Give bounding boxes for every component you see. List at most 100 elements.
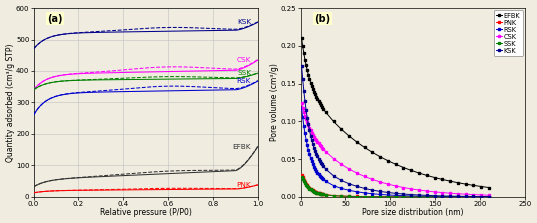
KSK <box>478 195 484 198</box>
SSK <box>400 196 407 198</box>
CSK <box>314 140 321 143</box>
RSK <box>346 189 352 192</box>
KSK <box>393 192 399 195</box>
SSK <box>393 196 399 198</box>
RSK <box>301 125 307 127</box>
Text: (b): (b) <box>314 14 330 24</box>
EFBK <box>346 135 352 137</box>
EFBK <box>307 81 314 84</box>
Legend: EFBK, PNK, RSK, CSK, SSK, KSK: EFBK, PNK, RSK, CSK, SSK, KSK <box>494 10 523 56</box>
Line: EFBK: EFBK <box>300 37 490 189</box>
EFBK <box>384 159 391 162</box>
RSK <box>486 196 492 198</box>
KSK <box>486 195 492 198</box>
KSK <box>299 64 305 67</box>
KSK <box>320 165 326 167</box>
PNK <box>455 196 461 198</box>
KSK <box>311 147 317 149</box>
EFBK <box>377 155 383 158</box>
Text: (a): (a) <box>47 14 63 24</box>
KSK <box>304 116 310 119</box>
SSK <box>306 187 313 190</box>
EFBK <box>431 176 438 179</box>
EFBK <box>462 183 469 186</box>
RSK <box>400 194 407 197</box>
SSK <box>302 182 308 184</box>
KSK <box>400 193 407 195</box>
EFBK <box>301 52 307 55</box>
SSK <box>384 195 391 198</box>
RSK <box>300 116 306 119</box>
CSK <box>303 118 309 121</box>
X-axis label: Relative pressure (P/P0): Relative pressure (P/P0) <box>100 209 192 217</box>
EFBK <box>300 45 306 47</box>
RSK <box>304 144 310 147</box>
PNK <box>330 194 337 197</box>
SSK <box>317 193 324 195</box>
Text: SSK: SSK <box>237 70 251 76</box>
EFBK <box>310 88 316 90</box>
SSK <box>307 188 314 191</box>
EFBK <box>311 91 317 93</box>
RSK <box>361 192 368 194</box>
EFBK <box>439 178 446 181</box>
PNK <box>307 187 314 190</box>
SSK <box>311 190 317 193</box>
PNK <box>303 182 309 185</box>
CSK <box>478 194 484 196</box>
KSK <box>314 155 321 158</box>
KSK <box>447 195 453 197</box>
KSK <box>424 194 430 197</box>
CSK <box>305 124 311 127</box>
PNK <box>384 195 391 198</box>
RSK <box>384 194 391 196</box>
CSK <box>431 190 438 193</box>
SSK <box>310 190 316 192</box>
CSK <box>301 111 307 113</box>
EFBK <box>299 37 305 39</box>
EFBK <box>400 166 407 169</box>
PNK <box>338 195 345 197</box>
CSK <box>309 131 315 134</box>
CSK <box>384 183 391 186</box>
PNK <box>408 196 415 198</box>
CSK <box>310 133 316 136</box>
Text: PNK: PNK <box>236 182 251 188</box>
RSK <box>431 195 438 198</box>
RSK <box>323 180 329 183</box>
PNK <box>300 176 306 179</box>
CSK <box>377 181 383 183</box>
PNK <box>309 188 315 191</box>
PNK <box>400 196 407 198</box>
EFBK <box>393 163 399 166</box>
SSK <box>361 195 368 198</box>
RSK <box>306 153 313 156</box>
CSK <box>338 163 345 165</box>
SSK <box>439 196 446 198</box>
RSK <box>455 195 461 198</box>
CSK <box>447 192 453 194</box>
RSK <box>447 195 453 198</box>
KSK <box>361 187 368 190</box>
CSK <box>470 193 477 196</box>
PNK <box>314 191 321 194</box>
SSK <box>313 191 320 194</box>
Text: RSK: RSK <box>237 78 251 84</box>
EFBK <box>317 104 324 106</box>
KSK <box>408 193 415 196</box>
KSK <box>323 168 329 170</box>
KSK <box>319 163 325 166</box>
PNK <box>439 196 446 198</box>
PNK <box>478 196 484 198</box>
Text: EFBK: EFBK <box>233 144 251 150</box>
PNK <box>323 193 329 196</box>
PNK <box>346 195 352 198</box>
SSK <box>369 195 375 198</box>
CSK <box>369 178 375 181</box>
CSK <box>424 190 430 192</box>
SSK <box>304 185 310 188</box>
SSK <box>486 196 492 198</box>
EFBK <box>302 58 308 61</box>
CSK <box>455 192 461 195</box>
RSK <box>478 195 484 198</box>
